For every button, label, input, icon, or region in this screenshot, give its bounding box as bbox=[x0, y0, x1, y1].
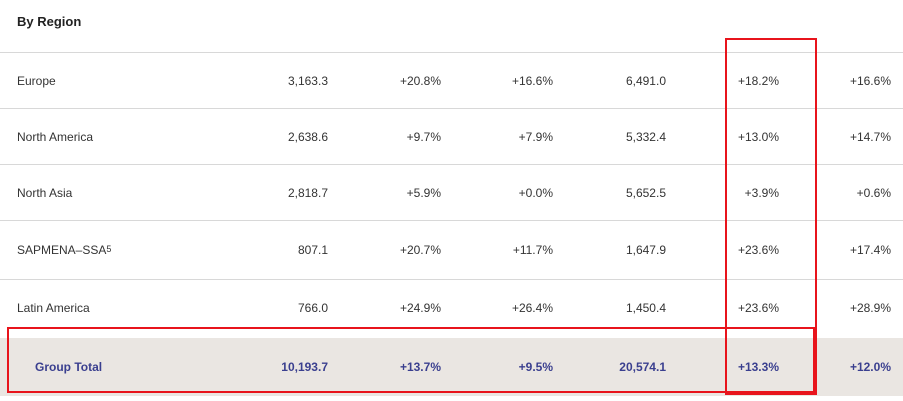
region-label: SAPMENA–SSA bbox=[17, 243, 107, 257]
region-name: Latin America bbox=[17, 300, 90, 315]
value-cell: +23.6% bbox=[737, 243, 779, 257]
total-value-cell: 10,193.7 bbox=[281, 360, 328, 374]
total-value-cell: 20,574.1 bbox=[619, 360, 666, 374]
value-cell: +28.9% bbox=[849, 300, 891, 315]
value-cell: 1,450.4 bbox=[625, 300, 666, 315]
value-cell: +26.4% bbox=[511, 300, 553, 315]
value-cell: 5,332.4 bbox=[625, 129, 666, 144]
section-title: By Region bbox=[17, 14, 82, 29]
region-table: Europe 3,163.3 +20.8% +16.6% 6,491.0 +18… bbox=[0, 52, 903, 396]
value-cell: 6,491.0 bbox=[625, 73, 666, 88]
value-cell: +13.0% bbox=[737, 129, 779, 144]
value-cell: +17.4% bbox=[849, 243, 891, 257]
value-cell: 2,638.6 bbox=[287, 129, 328, 144]
value-cell: +24.9% bbox=[399, 300, 441, 315]
value-cell: +3.9% bbox=[744, 185, 779, 200]
value-cell: +18.2% bbox=[737, 73, 779, 88]
value-cell: 807.1 bbox=[297, 243, 328, 257]
table-row-north-asia: North Asia 2,818.7 +5.9% +0.0% 5,652.5 +… bbox=[0, 164, 903, 220]
value-cell: 5,652.5 bbox=[625, 185, 666, 200]
region-name: North Asia bbox=[17, 185, 73, 200]
table-row-latin-america: Latin America 766.0 +24.9% +26.4% 1,450.… bbox=[0, 279, 903, 335]
value-cell: 2,818.7 bbox=[287, 185, 328, 200]
value-cell: +7.9% bbox=[518, 129, 553, 144]
value-cell: +16.6% bbox=[849, 73, 891, 88]
table-row-europe: Europe 3,163.3 +20.8% +16.6% 6,491.0 +18… bbox=[0, 52, 903, 108]
table-row-sapmena-ssa: SAPMENA–SSA 5 807.1 +20.7% +11.7% 1,647.9… bbox=[0, 220, 903, 279]
region-name: SAPMENA–SSA 5 bbox=[17, 221, 111, 279]
table-row-north-america: North America 2,638.6 +9.7% +7.9% 5,332.… bbox=[0, 108, 903, 164]
region-name: Europe bbox=[17, 73, 56, 88]
value-cell: +23.6% bbox=[737, 300, 779, 315]
value-cell: +20.7% bbox=[399, 243, 441, 257]
value-cell: +5.9% bbox=[406, 185, 441, 200]
value-cell: +0.6% bbox=[856, 185, 891, 200]
value-cell: +0.0% bbox=[518, 185, 553, 200]
value-cell: +14.7% bbox=[849, 129, 891, 144]
total-value-cell: +9.5% bbox=[518, 360, 553, 374]
value-cell: +20.8% bbox=[399, 73, 441, 88]
region-name: Group Total bbox=[35, 360, 103, 374]
region-name: North America bbox=[17, 129, 94, 144]
total-value-cell: +13.7% bbox=[399, 360, 441, 374]
value-cell: 1,647.9 bbox=[625, 243, 666, 257]
value-cell: +11.7% bbox=[512, 243, 553, 257]
value-cell: +9.7% bbox=[406, 129, 441, 144]
value-cell: 766.0 bbox=[297, 300, 328, 315]
value-cell: +16.6% bbox=[511, 73, 553, 88]
table-row-group-total: Group Total 10,193.7 +13.7% +9.5% 20,574… bbox=[0, 338, 903, 396]
value-cell: 3,163.3 bbox=[287, 73, 328, 88]
total-value-cell: +12.0% bbox=[849, 360, 891, 374]
total-value-cell: +13.3% bbox=[737, 360, 779, 374]
footnote-marker[interactable]: 5 bbox=[106, 244, 112, 254]
